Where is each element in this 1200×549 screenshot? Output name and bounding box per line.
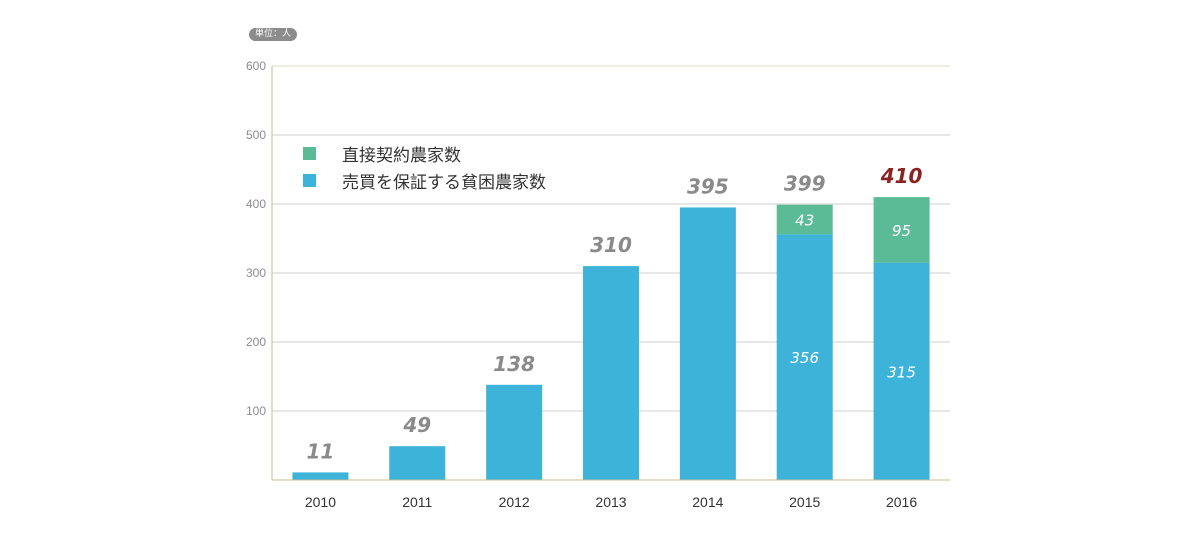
bar-total-label: 410 — [880, 164, 923, 188]
legend-swatch-direct — [303, 147, 316, 160]
legend-label-guarantee: 売買を保証する貧困農家数 — [342, 173, 546, 193]
bar-guarantee — [679, 207, 736, 480]
bar-guarantee — [776, 234, 833, 480]
bar-guarantee — [873, 262, 930, 480]
bar-direct — [776, 204, 833, 235]
y-tick-label: 300 — [246, 266, 266, 280]
y-tick-label: 600 — [246, 59, 266, 73]
x-tick-label: 2012 — [499, 494, 530, 510]
bar-guarantee-value-label: 315 — [887, 363, 916, 381]
x-tick-label: 2011 — [402, 494, 432, 510]
x-tick-label: 2010 — [305, 494, 336, 510]
y-axis-ticks: 100 200 300 400 500 600 — [246, 59, 266, 418]
bar-total-label: 11 — [307, 439, 335, 463]
legend-swatch-guarantee — [303, 174, 316, 187]
bar-total-label: 399 — [784, 172, 826, 196]
data-labels: 11 49 138 310 395 43 356 399 95 315 410 — [307, 164, 923, 463]
legend-label-direct: 直接契約農家数 — [342, 146, 461, 166]
bar-direct-value-label: 95 — [892, 222, 911, 240]
unit-label: 単位：人 — [249, 28, 298, 41]
bar-guarantee-value-label: 356 — [790, 349, 819, 367]
bar-total-label: 310 — [590, 233, 632, 257]
bar-total-label: 395 — [687, 174, 729, 198]
y-tick-label: 100 — [246, 404, 266, 418]
x-tick-label: 2015 — [789, 494, 820, 510]
y-tick-label: 500 — [246, 128, 266, 142]
bar-total-label: 138 — [493, 352, 535, 376]
bar-guarantee — [583, 266, 639, 480]
x-tick-label: 2013 — [595, 494, 626, 510]
axes — [271, 66, 950, 481]
bar-direct-value-label: 43 — [795, 212, 814, 230]
x-axis-ticks: 2010 2011 2012 2013 2014 2015 2016 — [305, 494, 918, 510]
bar-guarantee — [292, 472, 349, 480]
bar-direct — [873, 197, 930, 263]
y-tick-label: 400 — [246, 197, 266, 211]
bar-guarantee — [389, 446, 446, 480]
legend: 直接契約農家数 売買を保証する貧困農家数 — [303, 146, 546, 193]
x-tick-label: 2014 — [692, 494, 723, 510]
x-tick-label: 2016 — [886, 494, 917, 510]
y-tick-label: 200 — [246, 335, 266, 349]
bar-total-label: 49 — [402, 413, 431, 437]
bar-guarantee — [486, 384, 543, 480]
bars — [292, 197, 930, 480]
